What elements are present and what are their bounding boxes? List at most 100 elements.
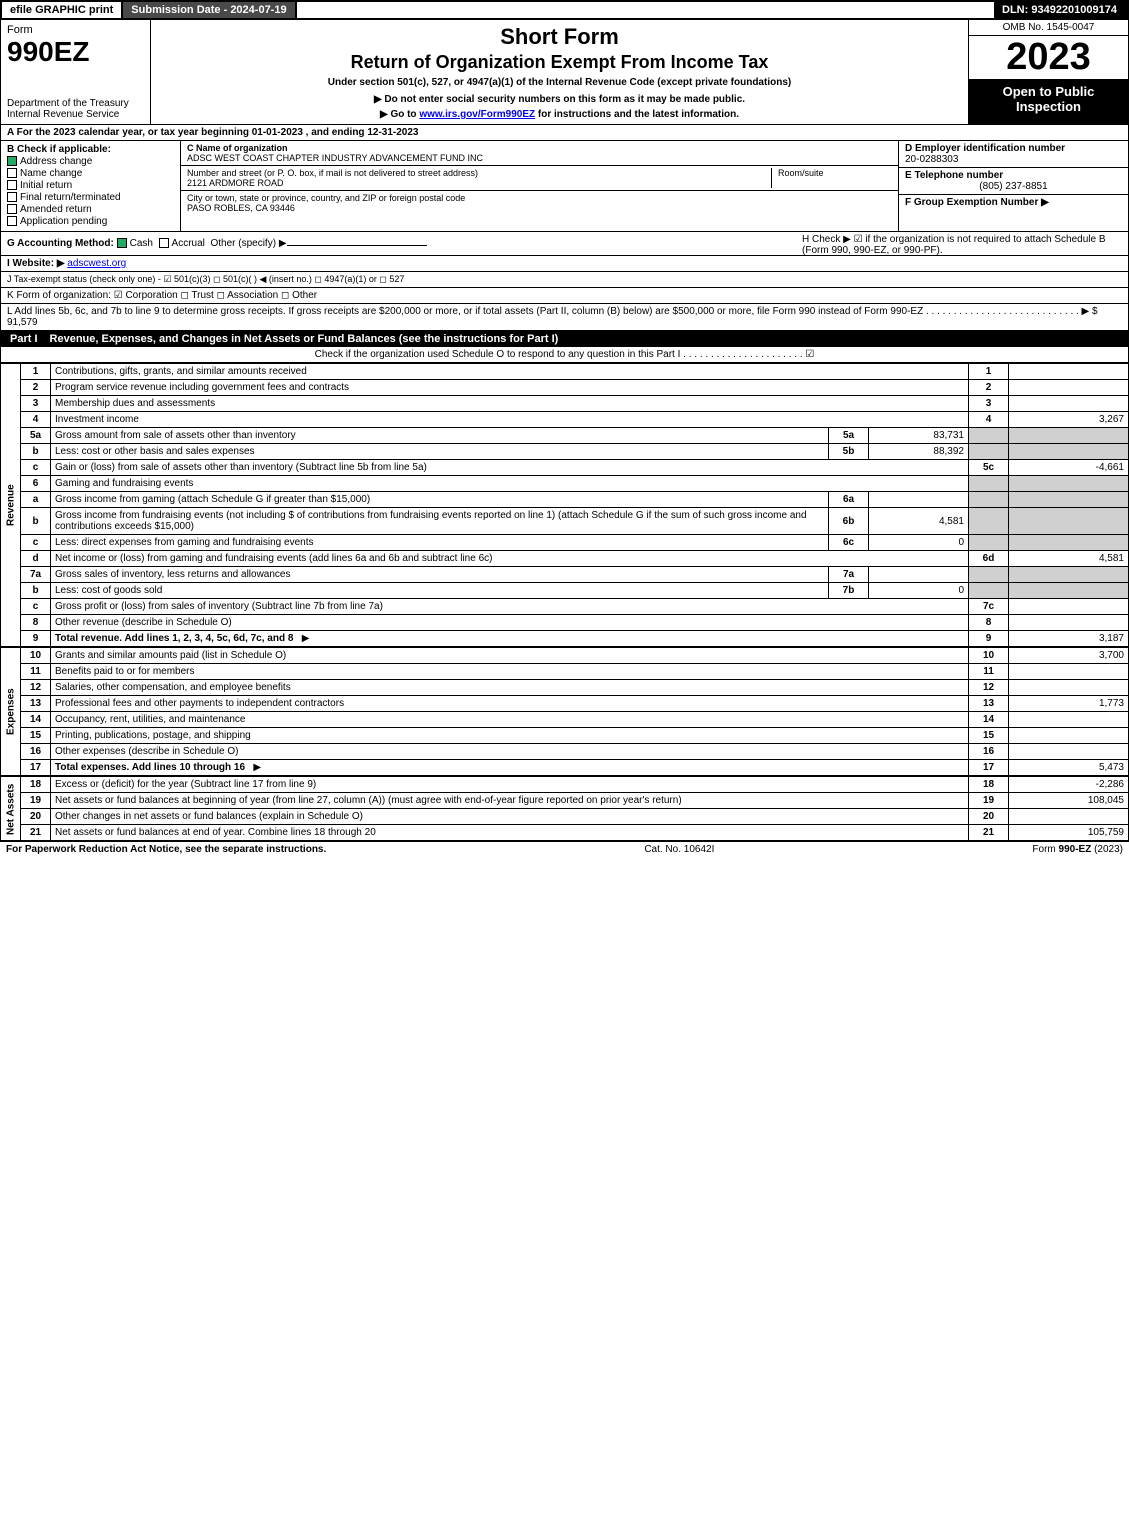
schedule-o-check: Check if the organization used Schedule …: [0, 347, 1129, 363]
open-to-public: Open to Public Inspection: [969, 80, 1128, 124]
section-a: A For the 2023 calendar year, or tax yea…: [0, 125, 1129, 141]
line-15: 15Printing, publications, postage, and s…: [1, 728, 1129, 744]
line-16: 16Other expenses (describe in Schedule O…: [1, 744, 1129, 760]
org-name: ADSC WEST COAST CHAPTER INDUSTRY ADVANCE…: [187, 153, 483, 163]
accrual-checkbox[interactable]: [159, 238, 169, 248]
accrual-label: Accrual: [172, 238, 205, 249]
dln-label: DLN: 93492201009174: [994, 2, 1127, 18]
c-name-label: C Name of organization: [187, 143, 288, 153]
header-center: Short Form Return of Organization Exempt…: [151, 20, 968, 124]
section-h: H Check ▶ ☑ if the organization is not r…: [802, 234, 1122, 256]
group-exempt-label: F Group Exemption Number ▶: [905, 197, 1049, 208]
website-label: I Website: ▶: [7, 258, 65, 269]
b-option-1[interactable]: Name change: [7, 168, 174, 179]
ein-value: 20-0288303: [905, 154, 958, 165]
cash-label: Cash: [130, 238, 153, 249]
form-number: 990EZ: [7, 36, 144, 68]
b-label: B Check if applicable:: [7, 144, 174, 155]
b-option-4[interactable]: Amended return: [7, 204, 174, 215]
section-k: K Form of organization: ☑ Corporation ◻ …: [0, 288, 1129, 304]
line-b: bGross income from fundraising events (n…: [1, 508, 1129, 535]
section-i: I Website: ▶ adscwest.org: [0, 256, 1129, 272]
line-8: 8Other revenue (describe in Schedule O)8: [1, 615, 1129, 631]
city-state-zip: PASO ROBLES, CA 93446: [187, 203, 295, 213]
section-c: C Name of organization ADSC WEST COAST C…: [181, 141, 898, 231]
form-header: Form 990EZ Department of the Treasury In…: [0, 20, 1129, 125]
cash-checkbox[interactable]: [117, 238, 127, 248]
line-c: cGain or (loss) from sale of assets othe…: [1, 460, 1129, 476]
line-11: 11Benefits paid to or for members11: [1, 664, 1129, 680]
b-option-0[interactable]: Address change: [7, 156, 174, 167]
line-19: 19Net assets or fund balances at beginni…: [1, 793, 1129, 809]
other-specify-input[interactable]: [287, 245, 427, 246]
line-6: 6Gaming and fundraising events: [1, 476, 1129, 492]
return-title: Return of Organization Exempt From Incom…: [157, 52, 962, 73]
submission-date: Submission Date - 2024-07-19: [123, 2, 296, 18]
line-10: Expenses10Grants and similar amounts pai…: [1, 648, 1129, 664]
part1-bar: Part I Revenue, Expenses, and Changes in…: [0, 331, 1129, 347]
b-option-5[interactable]: Application pending: [7, 216, 174, 227]
efile-label[interactable]: efile GRAPHIC print: [2, 2, 123, 18]
ssn-warning: ▶ Do not enter social security numbers o…: [157, 94, 962, 105]
city-label: City or town, state or province, country…: [187, 193, 465, 203]
line-d: dNet income or (loss) from gaming and fu…: [1, 551, 1129, 567]
under-section: Under section 501(c), 527, or 4947(a)(1)…: [157, 77, 962, 88]
tel-label: E Telephone number: [905, 170, 1003, 181]
section-def: D Employer identification number 20-0288…: [898, 141, 1128, 231]
header-left: Form 990EZ Department of the Treasury In…: [1, 20, 151, 124]
line-7a: 7aGross sales of inventory, less returns…: [1, 567, 1129, 583]
line-21: 21Net assets or fund balances at end of …: [1, 825, 1129, 841]
section-a-text: A For the 2023 calendar year, or tax yea…: [7, 127, 418, 138]
line-20: 20Other changes in net assets or fund ba…: [1, 809, 1129, 825]
line-18: Net Assets18Excess or (deficit) for the …: [1, 777, 1129, 793]
footer: For Paperwork Reduction Act Notice, see …: [0, 841, 1129, 857]
section-g: G Accounting Method: Cash Accrual Other …: [0, 232, 1129, 256]
line-1: Revenue1Contributions, gifts, grants, an…: [1, 364, 1129, 380]
line-a: aGross income from gaming (attach Schedu…: [1, 492, 1129, 508]
street-address: 2121 ARDMORE ROAD: [187, 178, 284, 188]
section-l: L Add lines 5b, 6c, and 7b to line 9 to …: [0, 304, 1129, 331]
b-option-2[interactable]: Initial return: [7, 180, 174, 191]
other-label: Other (specify) ▶: [210, 238, 286, 249]
line-17: 17Total expenses. Add lines 10 through 1…: [1, 760, 1129, 776]
line-9: 9Total revenue. Add lines 1, 2, 3, 4, 5c…: [1, 631, 1129, 647]
line-3: 3Membership dues and assessments3: [1, 396, 1129, 412]
form-word: Form: [7, 24, 144, 36]
expenses-table: Expenses10Grants and similar amounts pai…: [0, 647, 1129, 776]
revenue-table: Revenue1Contributions, gifts, grants, an…: [0, 363, 1129, 647]
website-link[interactable]: adscwest.org: [67, 258, 126, 269]
room-label: Room/suite: [778, 168, 824, 178]
line-14: 14Occupancy, rent, utilities, and mainte…: [1, 712, 1129, 728]
part1-label: Part I: [6, 333, 42, 345]
section-b: B Check if applicable: Address changeNam…: [1, 141, 181, 231]
line-13: 13Professional fees and other payments t…: [1, 696, 1129, 712]
dept-label: Department of the Treasury Internal Reve…: [7, 98, 144, 120]
addr-label: Number and street (or P. O. box, if mail…: [187, 168, 478, 178]
line-b: bLess: cost or other basis and sales exp…: [1, 444, 1129, 460]
part1-heading: Revenue, Expenses, and Changes in Net As…: [50, 333, 559, 345]
short-form-title: Short Form: [157, 24, 962, 50]
line-c: cGross profit or (loss) from sales of in…: [1, 599, 1129, 615]
line-12: 12Salaries, other compensation, and empl…: [1, 680, 1129, 696]
top-bar: efile GRAPHIC print Submission Date - 20…: [0, 0, 1129, 20]
ein-label: D Employer identification number: [905, 143, 1065, 154]
line-4: 4Investment income43,267: [1, 412, 1129, 428]
g-label: G Accounting Method:: [7, 238, 114, 249]
section-j: J Tax-exempt status (check only one) - ☑…: [0, 272, 1129, 288]
line-2: 2Program service revenue including gover…: [1, 380, 1129, 396]
section-bcd: B Check if applicable: Address changeNam…: [0, 141, 1129, 232]
header-right: OMB No. 1545-0047 2023 Open to Public In…: [968, 20, 1128, 124]
tax-year: 2023: [969, 36, 1128, 80]
omb-number: OMB No. 1545-0047: [969, 20, 1128, 36]
irs-link[interactable]: www.irs.gov/Form990EZ: [419, 109, 535, 120]
b-option-3[interactable]: Final return/terminated: [7, 192, 174, 203]
form-ref: Form 990-EZ (2023): [1032, 844, 1123, 855]
line-b: bLess: cost of goods sold7b0: [1, 583, 1129, 599]
line-5a: 5aGross amount from sale of assets other…: [1, 428, 1129, 444]
line-c: cLess: direct expenses from gaming and f…: [1, 535, 1129, 551]
tel-value: (805) 237-8851: [905, 181, 1122, 192]
goto-link-line: ▶ Go to www.irs.gov/Form990EZ for instru…: [157, 109, 962, 120]
paperwork-notice: For Paperwork Reduction Act Notice, see …: [6, 844, 326, 855]
cat-no: Cat. No. 10642I: [644, 844, 714, 855]
netassets-table: Net Assets18Excess or (deficit) for the …: [0, 776, 1129, 841]
